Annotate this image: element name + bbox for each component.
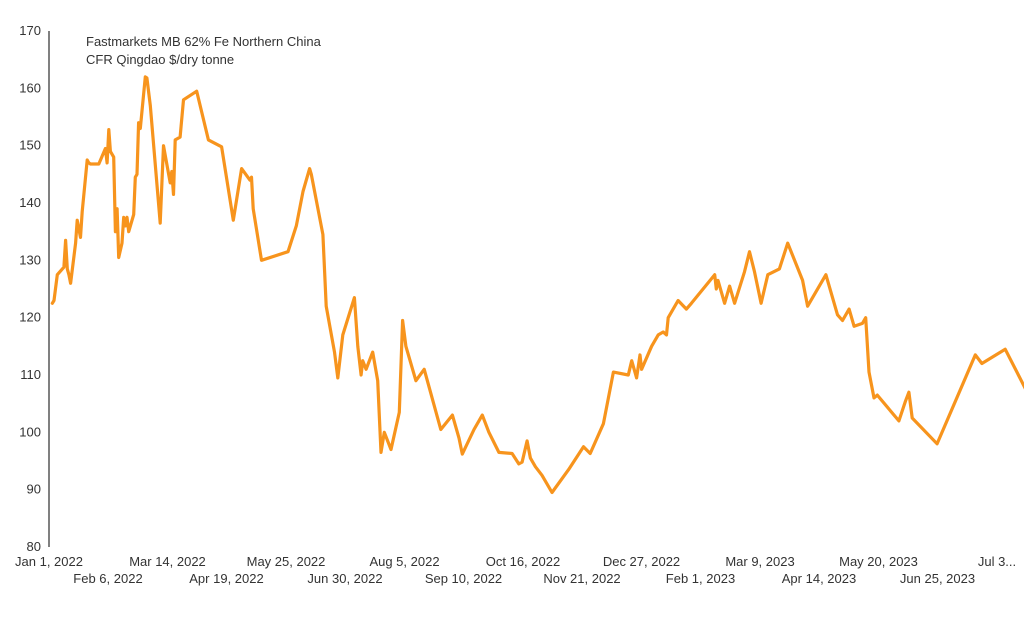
y-tick-label: 120 — [19, 310, 41, 325]
price-series-line — [50, 75, 1024, 495]
y-tick-label: 160 — [19, 80, 41, 95]
x-tick-label: Aug 5, 2022 — [369, 554, 439, 569]
series-group — [50, 75, 1024, 495]
y-tick-label: 80 — [27, 539, 41, 554]
chart-title-line-2: CFR Qingdao $/dry tonne — [86, 52, 234, 67]
y-tick-label: 140 — [19, 195, 41, 210]
y-tick-label: 110 — [20, 367, 41, 382]
x-tick-label: Oct 16, 2022 — [486, 554, 560, 569]
x-tick-label: Feb 1, 2023 — [666, 571, 735, 586]
y-axis: 80 90 100 110 120 130 140 150 160 170 — [19, 23, 50, 554]
x-tick-label: Mar 9, 2023 — [725, 554, 794, 569]
x-axis: Jan 1, 2022 Mar 14, 2022 May 25, 2022 Aug 5… — [15, 554, 1016, 586]
x-tick-label: Sep 10, 2022 — [425, 571, 502, 586]
x-tick-label: May 25, 2022 — [247, 554, 326, 569]
x-tick-label: Jan 1, 2022 — [15, 554, 83, 569]
y-tick-label: 130 — [19, 252, 41, 267]
x-tick-label: May 20, 2023 — [839, 554, 918, 569]
chart-title-line-1: Fastmarkets MB 62% Fe Northern China — [86, 34, 322, 49]
chart-title: Fastmarkets MB 62% Fe Northern China CFR… — [86, 34, 322, 67]
x-tick-label: Jul 3... — [978, 554, 1016, 569]
x-tick-label: Apr 14, 2023 — [782, 571, 856, 586]
x-tick-label: Jun 30, 2022 — [307, 571, 382, 586]
y-tick-label: 150 — [19, 138, 41, 153]
x-tick-label: Dec 27, 2022 — [603, 554, 680, 569]
x-tick-label: Mar 14, 2022 — [129, 554, 206, 569]
x-tick-label: Nov 21, 2022 — [543, 571, 620, 586]
y-tick-label: 170 — [19, 23, 41, 38]
y-tick-label: 100 — [19, 424, 41, 439]
x-tick-label: Apr 19, 2022 — [189, 571, 263, 586]
x-tick-label: Jun 25, 2023 — [900, 571, 975, 586]
y-tick-label: 90 — [27, 482, 41, 497]
x-tick-label: Feb 6, 2022 — [73, 571, 142, 586]
